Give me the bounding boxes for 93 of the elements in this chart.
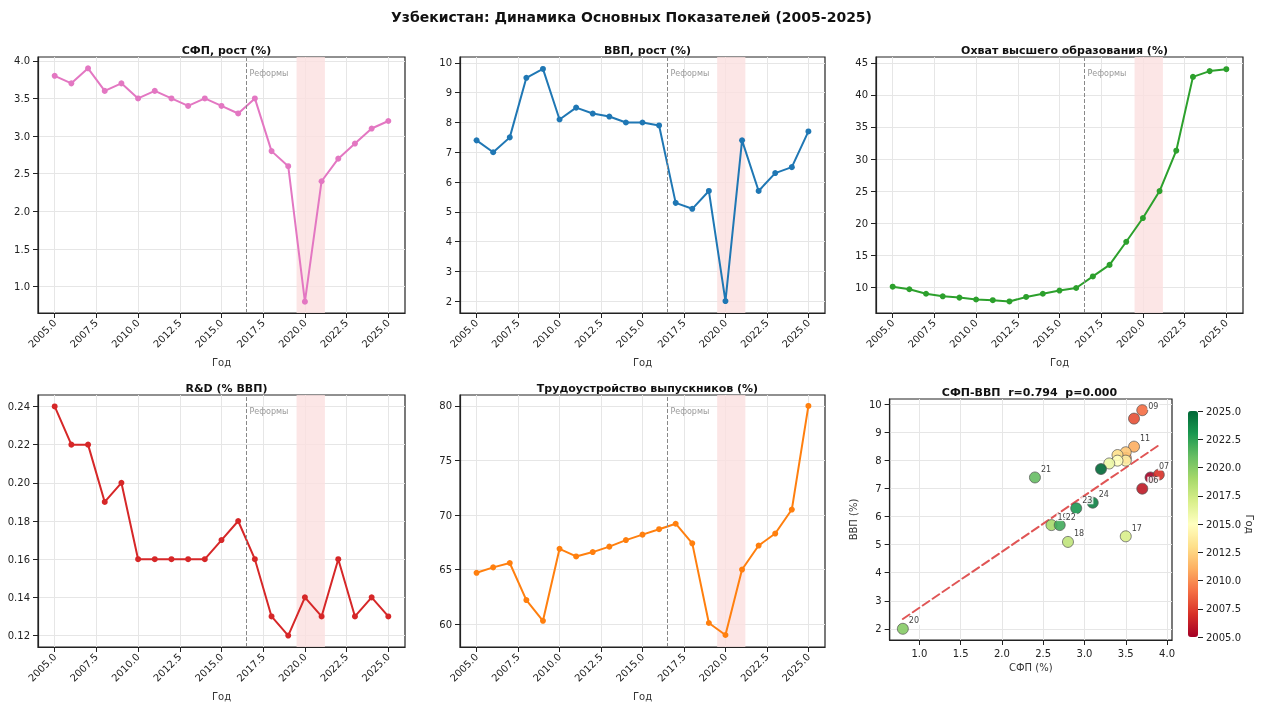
y-tick-label: 3.0 bbox=[14, 130, 30, 142]
y-tick-label: 1.0 bbox=[14, 281, 30, 293]
annotation: 06 bbox=[1148, 476, 1159, 486]
y-tick-label: 60 bbox=[439, 618, 452, 630]
annotation: 20 bbox=[908, 616, 920, 626]
chart-title: Трудоустройство выпускников (%) bbox=[536, 382, 759, 395]
chart-title: ВВП, рост (%) bbox=[603, 44, 692, 57]
y-tick-label: 2 bbox=[445, 295, 452, 307]
y-tick-label: 35 bbox=[855, 121, 868, 133]
x-axis-title: Год bbox=[1049, 356, 1070, 368]
x-tick-label: 4.0 bbox=[1159, 647, 1175, 659]
x-tick-label: 1.0 bbox=[911, 647, 928, 659]
x-axis-title: СФП (%) bbox=[1009, 662, 1053, 674]
x-tick-label: 3.5 bbox=[1117, 647, 1134, 659]
color-bar-label: 2015.0 bbox=[1206, 518, 1241, 530]
ref-line-label: Реформы bbox=[249, 68, 289, 78]
x-tick-label: 2.5 bbox=[1035, 647, 1052, 659]
y-tick-label: 0.18 bbox=[7, 515, 30, 527]
y-tick-label: 10 bbox=[855, 281, 868, 293]
y-tick-label: 7 bbox=[445, 146, 452, 158]
y-tick-label: 8 bbox=[445, 116, 452, 128]
x-axis-title: Год bbox=[211, 356, 232, 368]
annotation: 07 bbox=[1159, 462, 1170, 472]
y-tick-label: 2.0 bbox=[14, 205, 30, 217]
x-axis-title: Год bbox=[632, 690, 653, 702]
annotation: 09 bbox=[1148, 401, 1159, 411]
y-tick-label: 0.12 bbox=[7, 630, 30, 642]
color-bar-label: 2010.0 bbox=[1206, 575, 1241, 586]
y-tick-label: 2.5 bbox=[14, 168, 30, 180]
y-tick-label: 4.0 bbox=[14, 55, 30, 67]
y-tick-label: 0.14 bbox=[7, 591, 30, 603]
y-tick-label: 9 bbox=[445, 87, 452, 99]
annotation: 23 bbox=[1082, 495, 1093, 505]
y-tick-label: 4 bbox=[875, 567, 882, 579]
y-tick-label: 70 bbox=[439, 509, 452, 521]
y-tick-label: 15 bbox=[855, 249, 868, 261]
ref-line-label: Реформы bbox=[249, 406, 289, 416]
text: Узбекистан: Динамика Основных Показателей (2005-2025) bbox=[390, 9, 873, 25]
y-tick-label: 10 bbox=[439, 57, 452, 69]
y-tick-label: 5 bbox=[875, 539, 882, 551]
color-bar-title: Год bbox=[1244, 514, 1256, 534]
y-tick-label: 10 bbox=[868, 399, 882, 411]
y-tick-label: 0.20 bbox=[7, 477, 30, 489]
x-tick-label: 3.0 bbox=[1076, 647, 1093, 659]
y-tick-label: 0.24 bbox=[7, 400, 30, 412]
color-bar-label: 2007.5 bbox=[1206, 603, 1241, 615]
y-tick-label: 3.5 bbox=[14, 92, 30, 104]
x-axis-title: Год bbox=[632, 356, 653, 368]
y-tick-label: 3 bbox=[875, 595, 882, 607]
y-tick-label: 0.16 bbox=[7, 553, 30, 565]
annotation: 24 bbox=[1098, 490, 1109, 500]
annotation: 22 bbox=[1065, 512, 1076, 522]
color-bar-label: 2012.5 bbox=[1206, 546, 1241, 558]
y-tick-label: 2 bbox=[875, 623, 882, 635]
y-tick-label: 30 bbox=[855, 153, 868, 165]
color-bar-label: 2025.0 bbox=[1206, 405, 1241, 417]
annotation: 18 bbox=[1073, 529, 1085, 539]
color-bar-label: 2017.5 bbox=[1206, 490, 1241, 502]
y-tick-label: 25 bbox=[855, 185, 868, 197]
chart-title: Охват высшего образования (%) bbox=[961, 44, 1168, 57]
y-tick-label: 9 bbox=[875, 427, 882, 439]
chart-title: СФП-ВВП r=0.794 p=0.000 bbox=[941, 386, 1118, 399]
y-tick-label: 65 bbox=[439, 564, 452, 576]
y-tick-label: 7 bbox=[875, 483, 882, 495]
annotation: 19 bbox=[1057, 512, 1068, 522]
y-tick-label: 4 bbox=[445, 236, 452, 248]
y-tick-label: 3 bbox=[445, 265, 452, 277]
y-tick-label: 0.22 bbox=[7, 439, 30, 451]
y-axis-title: ВВП (%) bbox=[847, 498, 859, 541]
y-tick-label: 45 bbox=[855, 57, 868, 69]
color-bar-label: 2022.5 bbox=[1206, 433, 1241, 445]
ref-line-label: Реформы bbox=[670, 406, 710, 416]
annotation: 11 bbox=[1140, 434, 1151, 444]
y-tick-label: 75 bbox=[439, 454, 452, 466]
chart-title: СФП, рост (%) bbox=[181, 44, 272, 57]
chart-title: R&D (% ВВП) bbox=[185, 382, 268, 395]
y-tick-label: 80 bbox=[439, 400, 452, 412]
color-bar-label: 2005.0 bbox=[1206, 631, 1241, 643]
color-bar-label: 2020.0 bbox=[1206, 462, 1241, 473]
y-tick-label: 5 bbox=[445, 206, 452, 218]
ref-line-label: Реформы bbox=[670, 68, 710, 78]
annotation: 21 bbox=[1040, 464, 1052, 474]
y-tick-label: 20 bbox=[855, 217, 868, 229]
y-tick-label: 6 bbox=[875, 511, 882, 523]
annotation: 17 bbox=[1131, 523, 1142, 533]
y-tick-label: 1.5 bbox=[14, 243, 30, 255]
x-tick-label: 1.5 bbox=[952, 647, 969, 659]
x-tick-label: 2.0 bbox=[993, 647, 1010, 659]
x-axis-title: Год bbox=[211, 690, 232, 702]
y-tick-label: 40 bbox=[855, 89, 868, 101]
y-tick-label: 8 bbox=[875, 455, 882, 467]
ref-line-label: Реформы bbox=[1087, 68, 1127, 78]
y-tick-label: 6 bbox=[445, 176, 452, 188]
